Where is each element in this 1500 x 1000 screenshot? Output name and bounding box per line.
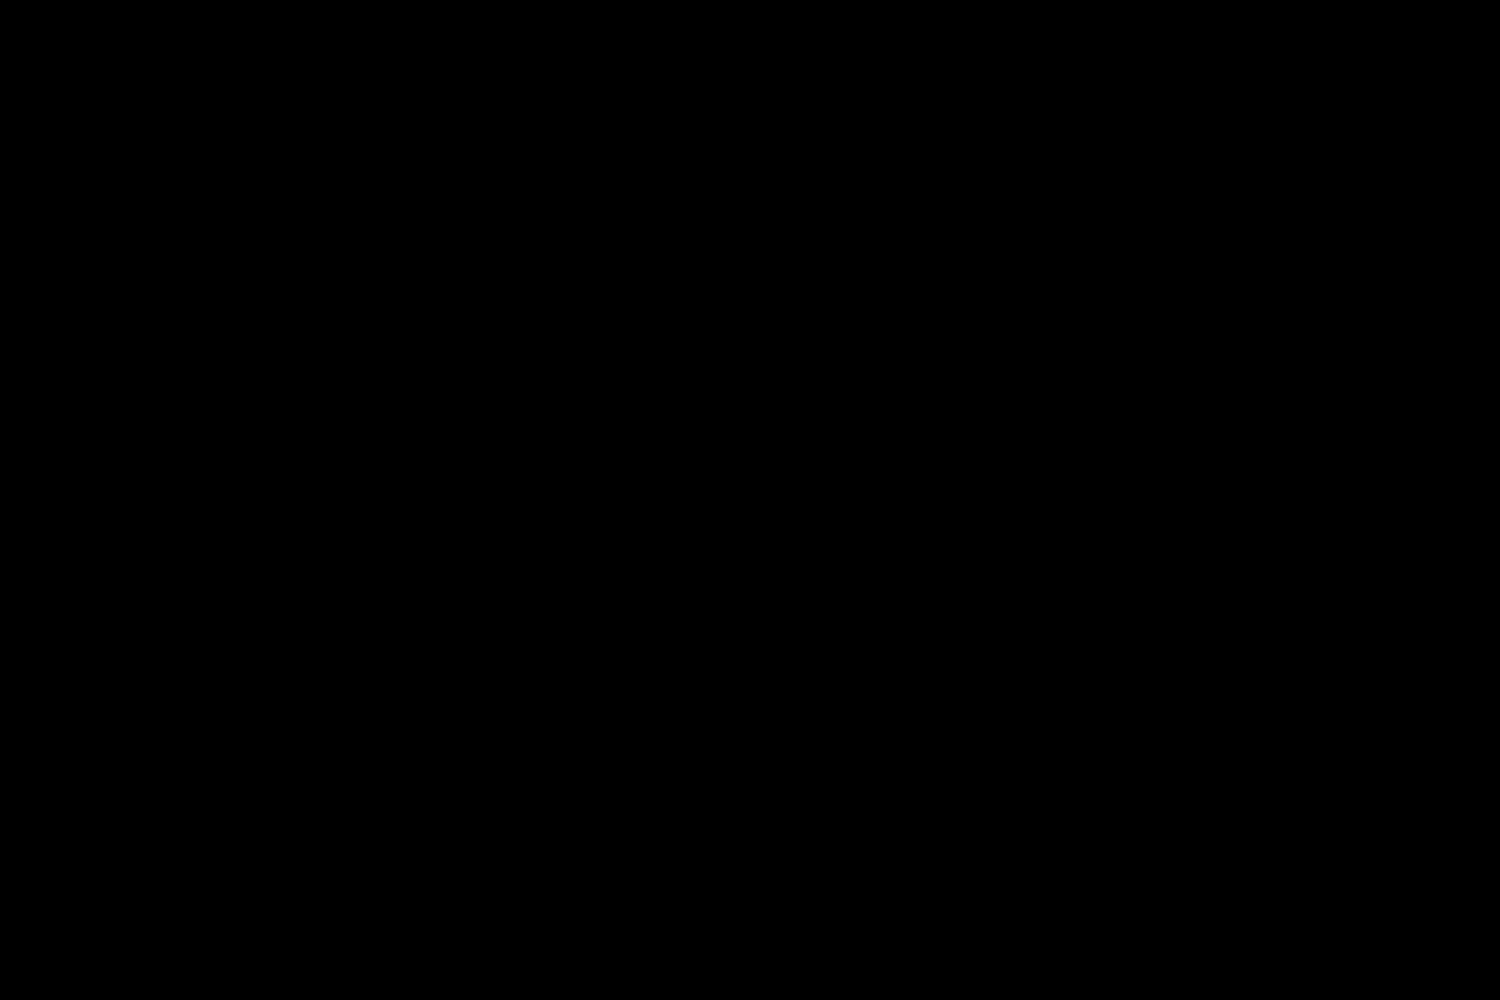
word-cloud — [0, 0, 1500, 1000]
